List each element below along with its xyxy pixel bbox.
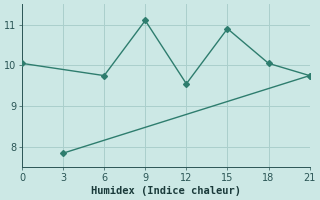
- X-axis label: Humidex (Indice chaleur): Humidex (Indice chaleur): [91, 186, 241, 196]
